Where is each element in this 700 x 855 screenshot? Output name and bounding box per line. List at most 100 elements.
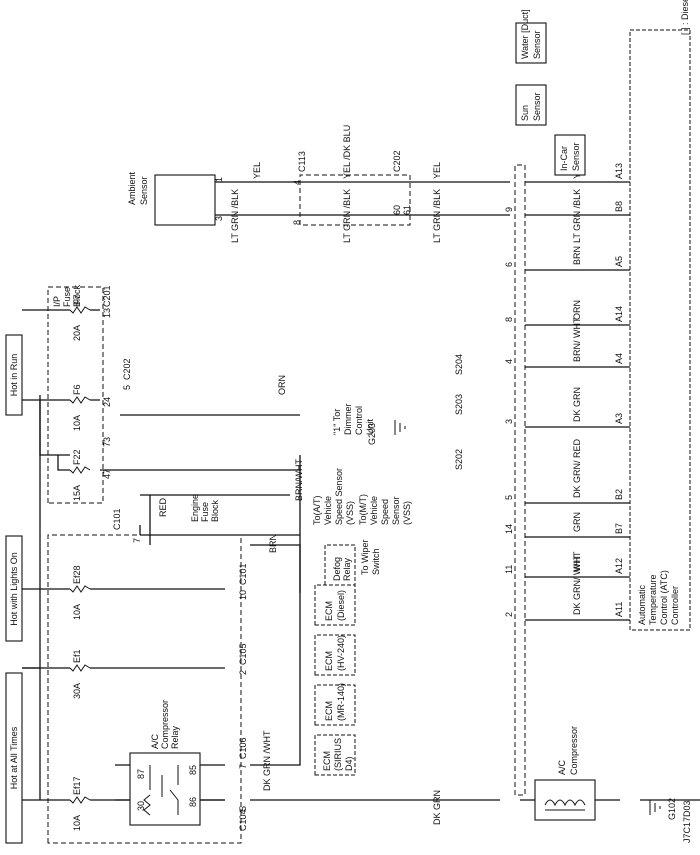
pin-c101-7: 7: [132, 538, 142, 543]
svg-text:A4: A4: [614, 353, 624, 364]
svg-text:Water [Duct]: Water [Duct]: [520, 9, 530, 59]
svg-text:Vehicle: Vehicle: [323, 496, 333, 525]
atc-inner-connector: [514, 164, 526, 796]
fuse-ef17: 10A Ef17: [69, 776, 91, 831]
svg-text:F6: F6: [72, 384, 82, 395]
svg-text:14: 14: [504, 524, 514, 534]
svg-text:Temperature: Temperature: [648, 574, 658, 625]
connector-c106: C106: [238, 737, 248, 759]
dest-vss-mt: To(M/T) Vehicle Speed Sensor (VSS): [358, 494, 412, 525]
svg-text:Compressor: Compressor: [569, 726, 579, 775]
svg-text:Block: Block: [72, 284, 82, 307]
svg-text:"1" Tor: "1" Tor: [332, 409, 342, 435]
svg-text:A3: A3: [614, 413, 624, 424]
dest-wiper-switch: To Wiper Switch: [360, 539, 381, 575]
svg-text:DK GRN/ WHT: DK GRN/ WHT: [572, 554, 582, 615]
svg-text:BRN: BRN: [572, 246, 582, 265]
svg-text:Sensor: Sensor: [532, 92, 542, 121]
fuse-ef28: 10A Ef28: [69, 565, 91, 620]
svg-text:10A: 10A: [72, 815, 82, 831]
wire-label-yel: YEL: [252, 162, 262, 179]
figure-id: J7C17D03: [682, 800, 692, 843]
pin-8: 8: [292, 220, 302, 225]
svg-text:10A: 10A: [72, 415, 82, 431]
svg-text:1: 1: [214, 177, 224, 182]
svg-text:In-Car: In-Car: [559, 146, 569, 171]
ground-g203: G203: [367, 420, 406, 445]
svg-text:ECM: ECM: [324, 601, 334, 621]
connector-c101: C101: [238, 563, 248, 585]
power-source-hot-at-all-times: Hot at All Times: [5, 672, 23, 844]
connector-c105: C105: [238, 643, 248, 665]
svg-text:G203: G203: [367, 423, 377, 445]
engine-fuse-block-label: Engine Fuse Block: [190, 494, 220, 522]
fuse-f22: 15A F22: [69, 449, 91, 501]
splice-s203: S203: [454, 394, 464, 415]
svg-text:B2: B2: [614, 489, 624, 500]
pin-4: 4: [292, 180, 302, 185]
water-duct-sensor: Water [Duct] Sensor: [515, 9, 547, 64]
connector-box-c113: [299, 174, 411, 226]
pin-c101-10: 10: [238, 590, 248, 600]
connector-c201: C201: [102, 285, 112, 307]
svg-text:GRN: GRN: [572, 512, 582, 532]
svg-text:Relay: Relay: [342, 557, 352, 581]
pin-c104-5: 5: [238, 806, 248, 811]
ambient-wires: [215, 181, 510, 216]
pin-61: 61: [402, 205, 412, 215]
svg-text:9: 9: [504, 207, 514, 212]
in-car-sensor: In-Car Sensor: [554, 134, 586, 176]
svg-text:LT GRN /BLK: LT GRN /BLK: [572, 189, 582, 243]
svg-text:30A: 30A: [72, 683, 82, 699]
svg-text:To(A/T): To(A/T): [312, 495, 322, 525]
svg-text:6: 6: [504, 262, 514, 267]
svg-text:WHT: WHT: [572, 551, 582, 572]
svg-text:B7: B7: [614, 523, 624, 534]
atc-controller-label: Automatic Temperature Control (ATC) Cont…: [637, 570, 680, 625]
diesel-legend: [ ] : Diesel: [680, 0, 690, 35]
ip-fuse-block-outline: [47, 286, 104, 504]
svg-text:Ef17: Ef17: [72, 776, 82, 795]
svg-text:15A: 15A: [72, 485, 82, 501]
connector-c101-top: C101: [112, 508, 122, 530]
svg-text:DK GRN: DK GRN: [572, 387, 582, 422]
svg-text:D4): D4): [344, 756, 354, 771]
svg-text:(HV-240): (HV-240): [336, 635, 346, 671]
svg-text:Switch: Switch: [371, 548, 381, 575]
svg-text:5: 5: [504, 495, 514, 500]
atc-wire-labels: DK GRN/ WHT WHT GRN DK GRN/ RED DK GRN B…: [572, 162, 582, 615]
svg-text:ORN: ORN: [572, 300, 582, 320]
ecm-mr140: ECM (MR-140): [314, 683, 356, 726]
connector-c202-top: C202: [122, 358, 132, 380]
svg-text:G102: G102: [667, 798, 677, 820]
wire-label-brn: BRN: [268, 534, 278, 553]
svg-text:A11: A11: [614, 602, 624, 617]
relay-wires: [115, 764, 225, 801]
ac-compressor-relay: A/C Compressor Relay 30 87 85 86: [129, 700, 201, 826]
svg-text:Control (ATC): Control (ATC): [659, 570, 669, 625]
svg-text:DK GRN/ RED: DK GRN/ RED: [572, 438, 582, 498]
svg-text:Sensor: Sensor: [391, 496, 401, 525]
wire-label-ltgrnblk-3: LT GRN /BLK: [432, 189, 442, 243]
svg-text:BRN/ WHT: BRN/ WHT: [572, 317, 582, 362]
dest-vss-at: To(A/T) Vehicle Speed Sensor (VSS): [312, 468, 355, 525]
ground-g102: G102: [649, 798, 677, 820]
svg-text:3: 3: [504, 419, 514, 424]
wire-brnwht: [100, 465, 301, 471]
wire-label-ltgrnblk: LT GRN /BLK: [230, 189, 240, 243]
pin-24: 24: [102, 397, 112, 407]
svg-text:Defog: Defog: [332, 557, 342, 581]
sun-sensor: Sun Sensor: [515, 84, 547, 126]
svg-text:To(M/T): To(M/T): [358, 494, 368, 525]
svg-text:To Wiper: To Wiper: [360, 539, 370, 575]
svg-text:85: 85: [188, 765, 198, 775]
svg-text:Sensor: Sensor: [139, 176, 149, 205]
pin-47: 47: [102, 469, 112, 479]
svg-text:Hot with Lights On: Hot with Lights On: [9, 552, 19, 626]
wire-label-dkgrnwht: DK GRN /WHT: [262, 730, 272, 791]
ac-compressor: A/C Compressor: [534, 726, 596, 821]
svg-text:Control: Control: [354, 406, 364, 435]
svg-text:Engine: Engine: [190, 494, 200, 522]
